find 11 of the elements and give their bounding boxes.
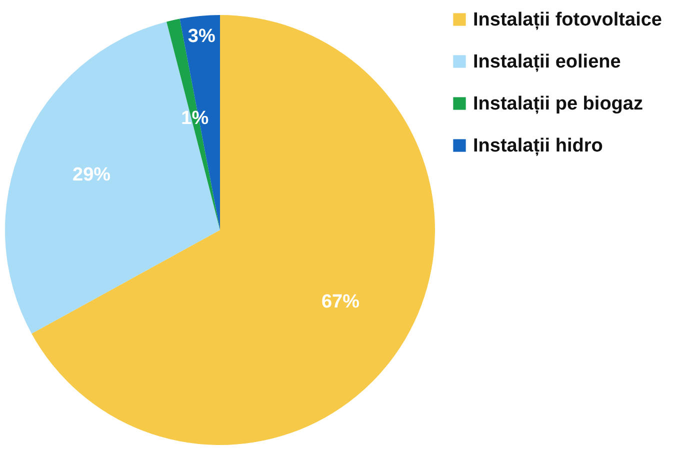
pie-slice [166, 18, 220, 230]
data-label: 3% [188, 26, 216, 47]
data-label: 67% [321, 291, 360, 312]
legend-label: Instalații hidro [473, 136, 603, 156]
legend-label: Instalații pe biogaz [473, 94, 643, 114]
legend-label: Instalații eoliene [473, 52, 621, 72]
pie-slice [5, 22, 220, 334]
legend-label: Instalații fotovoltaice [473, 10, 662, 30]
data-label: 29% [72, 164, 111, 186]
pie-slice [32, 15, 435, 445]
pie-slice [180, 15, 220, 230]
